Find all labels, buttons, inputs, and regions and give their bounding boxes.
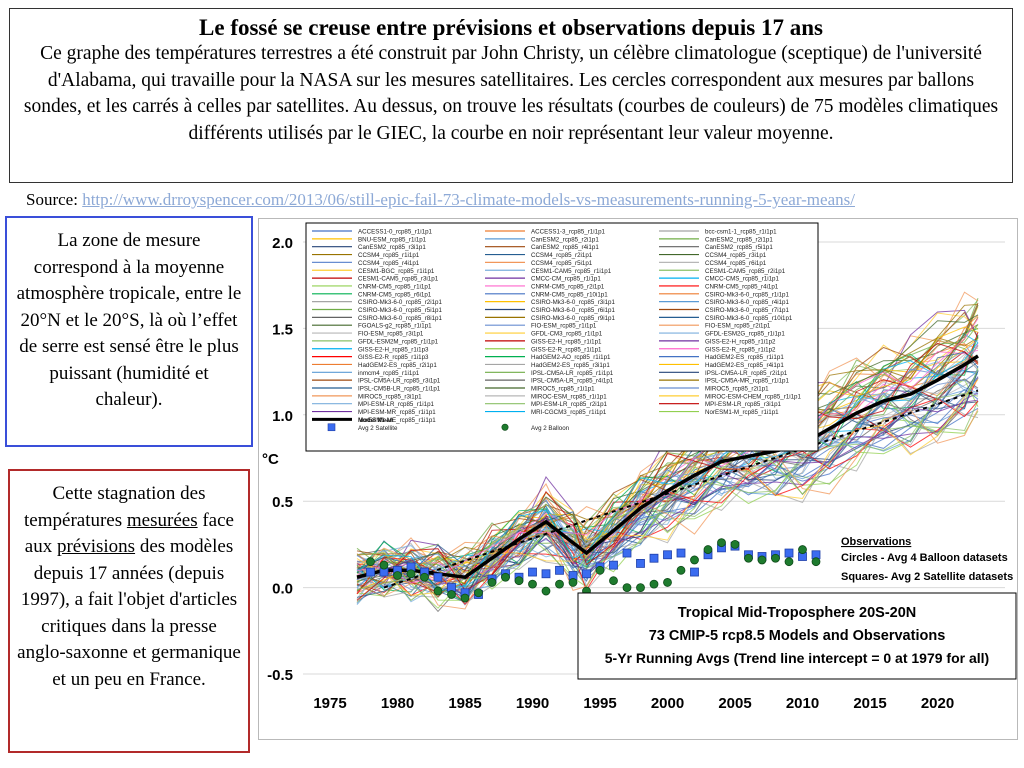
stagnation-underline-forecast: prévisions: [56, 536, 136, 557]
chart-frame: [258, 218, 1018, 740]
page-description: Ce graphe des températures terrestres a …: [23, 43, 999, 144]
title-box: Le fossé se creuse entre prévisions et o…: [9, 8, 1013, 183]
source-label: Source:: [26, 190, 78, 209]
stagnation-text-2: face aux: [24, 509, 234, 558]
stagnation-note: Cette stagnation des températures mesuré…: [8, 469, 250, 753]
source-line: Source: http://www.drroyspencer.com/2013…: [26, 190, 855, 210]
page-title: Le fossé se creuse entre prévisions et o…: [199, 15, 823, 40]
stagnation-text-3: des modèles depuis 17 années (depuis 199…: [17, 536, 241, 690]
source-link[interactable]: http://www.drroyspencer.com/2013/06/stil…: [82, 190, 855, 209]
stagnation-underline-measured: mesurées: [126, 509, 198, 531]
zone-note: La zone de mesure correspond à la moyenn…: [5, 216, 253, 447]
stagnation-text-1: Cette stagnation des températures: [24, 483, 206, 531]
